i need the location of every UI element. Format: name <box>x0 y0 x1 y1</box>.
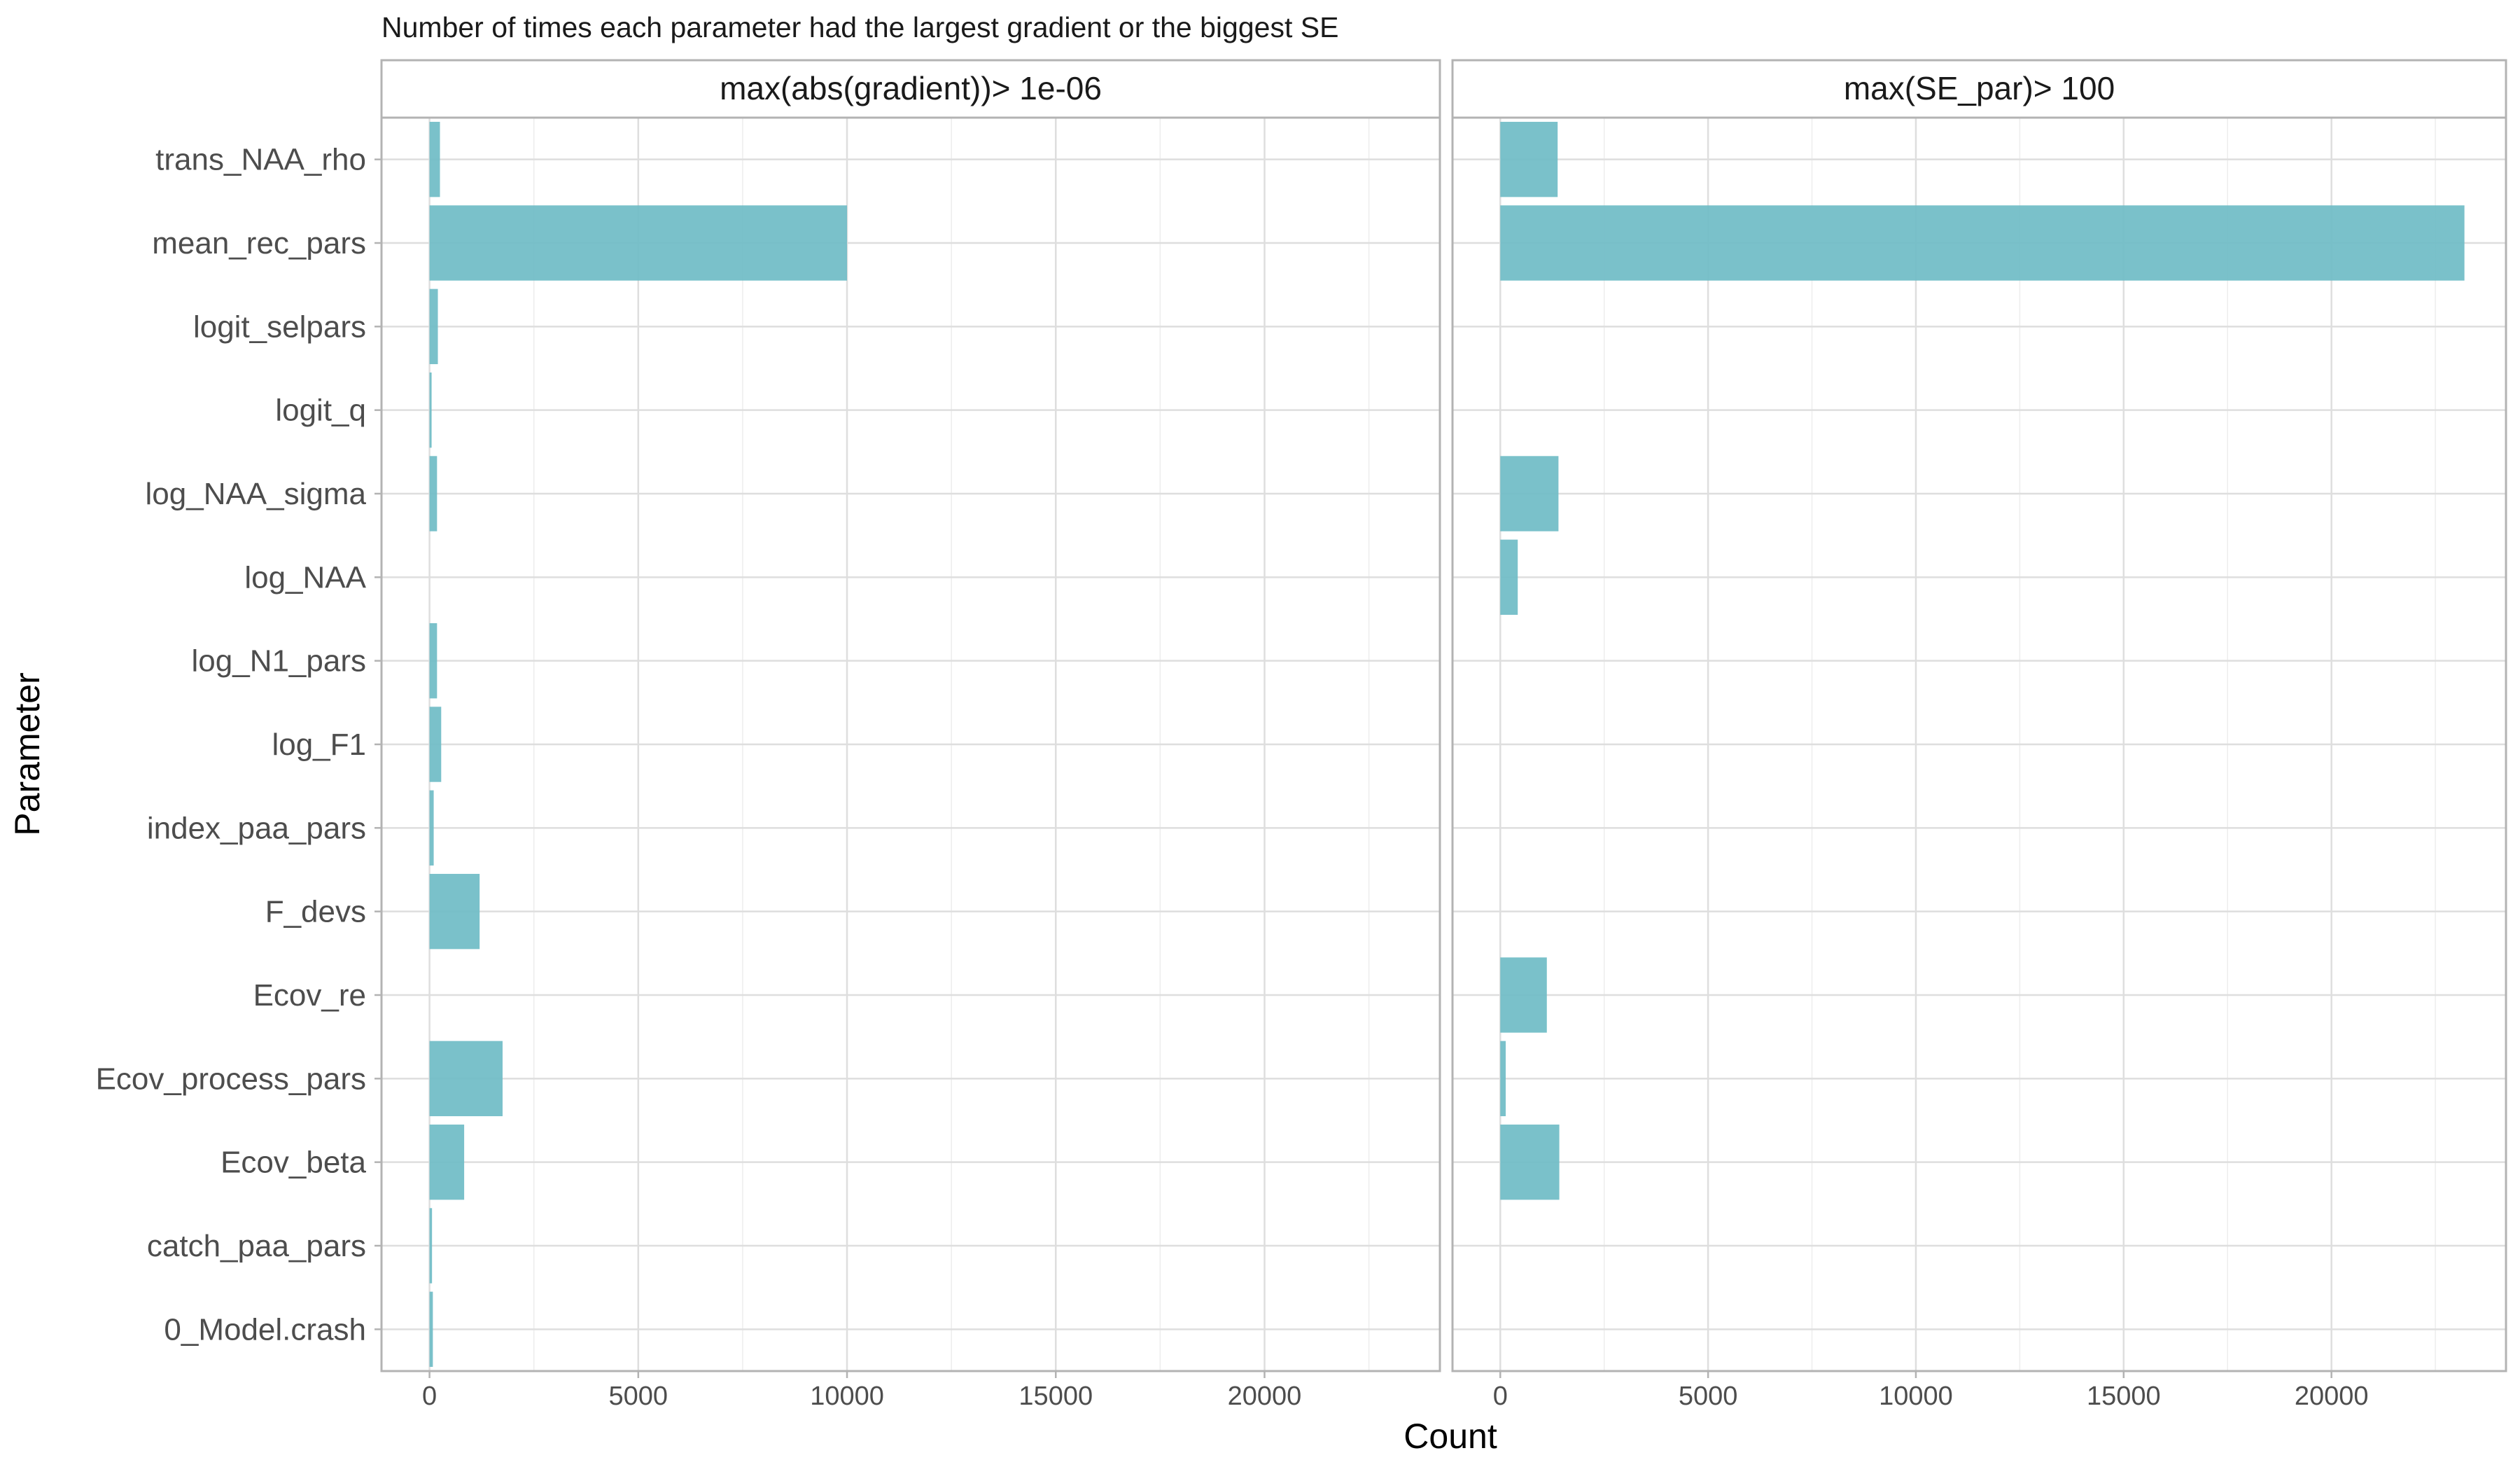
bar-Ecov_beta <box>1500 1124 1560 1200</box>
y-tick-label: catch_paa_pars <box>147 1229 366 1263</box>
y-tick-label: trans_NAA_rho <box>155 143 366 177</box>
bar-Ecov_re <box>1500 957 1547 1033</box>
strip-label: max(abs(gradient))> 1e-06 <box>720 70 1102 106</box>
panel-border <box>1451 116 2507 1372</box>
bar-logit_selpars <box>429 288 438 365</box>
bar-0_Model.crash <box>429 1291 433 1368</box>
y-tick-label: mean_rec_pars <box>152 226 366 260</box>
y-tick-label: logit_q <box>275 394 366 428</box>
chart-title: Number of times each parameter had the l… <box>382 11 1338 43</box>
x-tick-label: 5000 <box>609 1382 668 1411</box>
strip-background <box>380 59 1441 119</box>
y-tick-label: index_paa_pars <box>147 811 366 845</box>
bar-logit_q <box>429 372 432 448</box>
x-tick-label: 15000 <box>1018 1382 1093 1411</box>
bar-Ecov_process_pars <box>1500 1041 1506 1117</box>
x-tick-label: 0 <box>422 1382 437 1411</box>
x-tick-label: 10000 <box>1879 1382 1953 1411</box>
bar-log_F1 <box>429 707 442 782</box>
strip-background <box>1451 59 2507 119</box>
y-tick-label: log_NAA_sigma <box>146 477 367 511</box>
x-axis-title: Count <box>1404 1417 1497 1456</box>
bar-index_paa_pars <box>429 790 434 866</box>
x-tick-label: 5000 <box>1679 1382 1738 1411</box>
bar-catch_paa_pars <box>429 1208 433 1284</box>
y-tick-label: 0_Model.crash <box>164 1312 366 1347</box>
panel-1: max(abs(gradient))> 1e-06 0 5000 10000 15000… <box>380 59 1441 1411</box>
y-tick-label: logit_selpars <box>193 310 366 344</box>
x-tick-label: 20000 <box>1228 1382 1302 1411</box>
y-tick-label: Ecov_process_pars <box>96 1062 366 1096</box>
y-tick-label: F_devs <box>265 895 366 929</box>
y-axis-title: Parameter <box>8 672 47 835</box>
x-tick-label: 10000 <box>810 1382 884 1411</box>
bar-mean_rec_pars <box>1500 205 2465 281</box>
bar-Ecov_beta <box>429 1124 465 1200</box>
bar-F_devs <box>429 873 480 950</box>
x-tick-label: 20000 <box>2295 1382 2369 1411</box>
x-tick-label: 0 <box>1493 1382 1508 1411</box>
bar-trans_NAA_rho <box>429 121 440 197</box>
y-tick-label: log_N1_pars <box>192 644 367 679</box>
y-tick-label: log_NAA <box>244 560 366 595</box>
x-tick-label: 15000 <box>2087 1382 2161 1411</box>
bar-Ecov_process_pars <box>429 1041 503 1117</box>
panel-2: max(SE_par)> 100 0 5000 10000 15000 20000 <box>1451 59 2507 1411</box>
bar-log_NAA <box>1500 539 1518 616</box>
bar-trans_NAA_rho <box>1500 121 1558 197</box>
bar-mean_rec_pars <box>429 205 848 281</box>
y-tick-label: Ecov_beta <box>220 1146 366 1180</box>
bar-log_NAA_sigma <box>1500 456 1559 531</box>
y-tick-label: Ecov_re <box>253 978 366 1013</box>
y-tick-label: log_F1 <box>272 728 366 762</box>
bar-log_N1_pars <box>429 623 438 699</box>
bar-log_NAA_sigma <box>429 456 438 531</box>
strip-label: max(SE_par)> 100 <box>1844 70 2115 106</box>
